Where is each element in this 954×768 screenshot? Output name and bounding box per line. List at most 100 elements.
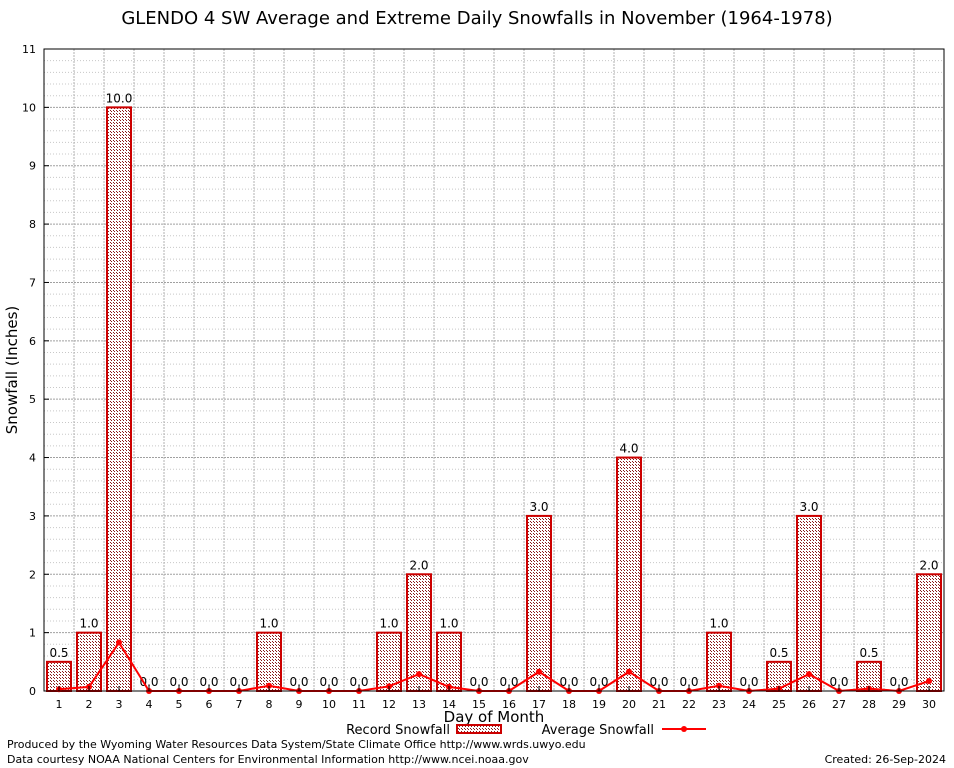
legend-label-record: Record Snowfall bbox=[346, 723, 450, 738]
y-tick-label: 3 bbox=[29, 510, 36, 523]
bar-value-label: 2.0 bbox=[919, 558, 938, 572]
bar-value-label: 0.0 bbox=[739, 675, 758, 689]
x-tick-label: 10 bbox=[322, 698, 336, 711]
bar-value-label: 0.0 bbox=[469, 675, 488, 689]
bar-record-snowfall bbox=[706, 631, 732, 692]
x-tick-label: 21 bbox=[652, 698, 666, 711]
bar-value-label: 0.0 bbox=[679, 675, 698, 689]
point-average-snowfall bbox=[626, 668, 632, 675]
bar-record-snowfall bbox=[76, 631, 102, 692]
x-axis-label: Day of Month bbox=[444, 708, 545, 726]
x-tick-label: 4 bbox=[146, 698, 153, 711]
x-tick-label: 9 bbox=[296, 698, 303, 711]
bar-value-label: 0.0 bbox=[199, 675, 218, 689]
x-tick-label: 27 bbox=[832, 698, 846, 711]
bar-value-label: 1.0 bbox=[709, 617, 728, 631]
bar-value-label: 0.0 bbox=[889, 675, 908, 689]
x-tick-label: 24 bbox=[742, 698, 756, 711]
y-tick-label: 7 bbox=[29, 276, 36, 289]
x-tick-label: 25 bbox=[772, 698, 786, 711]
bar-value-label: 2.0 bbox=[409, 558, 428, 572]
point-average-snowfall bbox=[416, 671, 422, 678]
legend-swatch-record bbox=[456, 724, 502, 734]
bar-value-label: 0.0 bbox=[289, 675, 308, 689]
bar-value-label: 4.0 bbox=[619, 442, 638, 456]
bar-value-label: 1.0 bbox=[379, 617, 398, 631]
bar-value-label: 0.0 bbox=[139, 675, 158, 689]
x-tick-label: 19 bbox=[592, 698, 606, 711]
point-average-snowfall bbox=[116, 639, 122, 646]
bar-record-snowfall bbox=[616, 456, 642, 692]
bar-record-snowfall bbox=[796, 514, 822, 693]
legend-swatch-average-point bbox=[681, 726, 687, 732]
bar-value-label: 1.0 bbox=[79, 617, 98, 631]
bar-value-label: 0.0 bbox=[319, 675, 338, 689]
y-tick-label: 5 bbox=[29, 393, 36, 406]
bar-value-label: 3.0 bbox=[799, 500, 818, 514]
point-average-snowfall bbox=[806, 671, 812, 678]
bar-value-label: 0.0 bbox=[559, 675, 578, 689]
bar-value-label: 0.0 bbox=[349, 675, 368, 689]
x-tick-label: 5 bbox=[176, 698, 183, 711]
point-average-snowfall bbox=[536, 668, 542, 675]
x-tick-label: 28 bbox=[862, 698, 876, 711]
bar-record-snowfall bbox=[256, 631, 282, 692]
legend-label-average: Average Snowfall bbox=[542, 723, 654, 738]
x-tick-label: 3 bbox=[116, 698, 123, 711]
y-tick-label: 4 bbox=[29, 452, 36, 465]
footer-courtesy: Data courtesy NOAA National Centers for … bbox=[7, 753, 529, 766]
x-tick-label: 18 bbox=[562, 698, 576, 711]
x-tick-label: 12 bbox=[382, 698, 396, 711]
x-tick-label: 7 bbox=[236, 698, 243, 711]
chart-title: GLENDO 4 SW Average and Extreme Daily Sn… bbox=[121, 8, 833, 29]
x-tick-label: 17 bbox=[532, 698, 546, 711]
bar-value-label: 0.0 bbox=[499, 675, 518, 689]
x-tick-label: 14 bbox=[442, 698, 456, 711]
y-tick-label: 2 bbox=[29, 568, 36, 581]
point-average-snowfall bbox=[716, 682, 722, 689]
footer-produced: Produced by the Wyoming Water Resources … bbox=[7, 738, 586, 751]
y-tick-label: 9 bbox=[29, 160, 36, 173]
x-tick-label: 23 bbox=[712, 698, 726, 711]
plot-border bbox=[43, 48, 945, 692]
bar-value-label: 1.0 bbox=[439, 617, 458, 631]
x-tick-label: 22 bbox=[682, 698, 696, 711]
bar-value-label: 0.0 bbox=[169, 675, 188, 689]
y-tick-label: 1 bbox=[29, 627, 36, 640]
bar-value-label: 3.0 bbox=[529, 500, 548, 514]
bar-value-label: 0.5 bbox=[49, 646, 68, 660]
bar-value-label: 10.0 bbox=[106, 91, 133, 105]
point-average-snowfall bbox=[266, 682, 272, 689]
x-tick-label: 8 bbox=[266, 698, 273, 711]
y-axis-label: Snowfall (Inches) bbox=[3, 306, 21, 434]
x-tick-label: 30 bbox=[922, 698, 936, 711]
bar-value-label: 0.0 bbox=[829, 675, 848, 689]
y-tick-label: 6 bbox=[29, 335, 36, 348]
bar-value-label: 0.0 bbox=[649, 675, 668, 689]
x-tick-label: 15 bbox=[472, 698, 486, 711]
x-tick-label: 13 bbox=[412, 698, 426, 711]
x-tick-label: 11 bbox=[352, 698, 366, 711]
y-tick-label: 10 bbox=[22, 101, 36, 114]
bar-value-label: 1.0 bbox=[259, 617, 278, 631]
y-tick-label: 11 bbox=[22, 43, 36, 56]
bar-record-snowfall bbox=[106, 106, 132, 692]
footer-created: Created: 26-Sep-2024 bbox=[824, 753, 946, 766]
y-tick-label: 8 bbox=[29, 218, 36, 231]
bar-record-snowfall bbox=[916, 573, 942, 692]
bar-value-label: 0.0 bbox=[229, 675, 248, 689]
bar-value-label: 0.0 bbox=[589, 675, 608, 689]
y-tick-label: 0 bbox=[29, 685, 36, 698]
x-tick-label: 2 bbox=[86, 698, 93, 711]
x-tick-label: 6 bbox=[206, 698, 213, 711]
bar-record-snowfall bbox=[376, 631, 402, 692]
x-tick-label: 1 bbox=[56, 698, 63, 711]
x-tick-label: 26 bbox=[802, 698, 816, 711]
bar-record-snowfall bbox=[526, 514, 552, 693]
x-tick-label: 20 bbox=[622, 698, 636, 711]
point-average-snowfall bbox=[926, 678, 932, 685]
bar-value-label: 0.5 bbox=[769, 646, 788, 660]
x-tick-label: 29 bbox=[892, 698, 906, 711]
